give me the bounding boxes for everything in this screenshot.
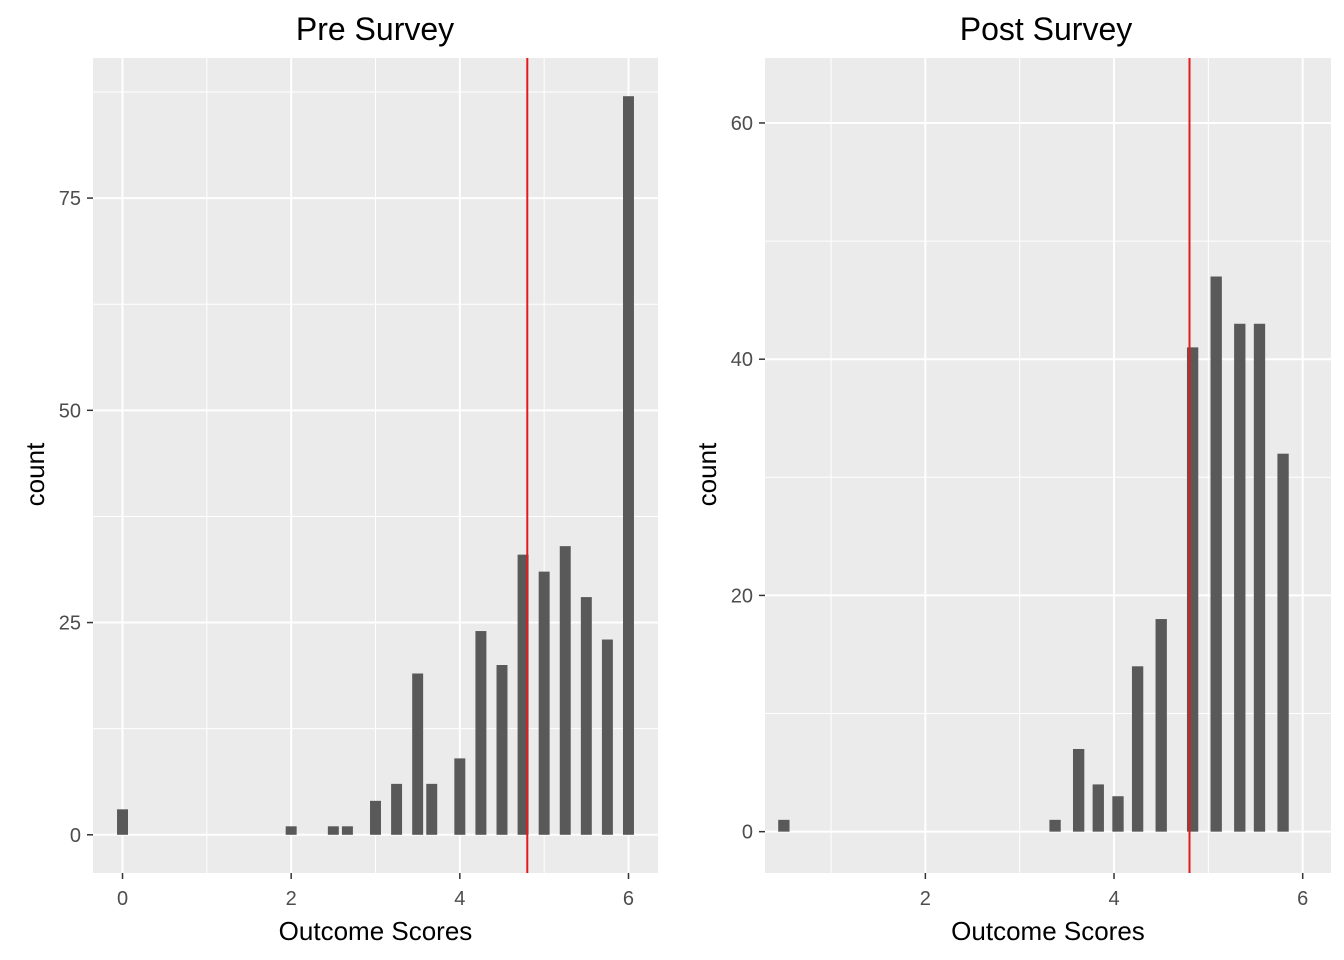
pre-bar [412, 673, 424, 835]
pre-bar [391, 783, 403, 835]
pre-y-tick-label: 50 [59, 400, 81, 422]
pre-bar [117, 809, 128, 835]
pre-x-tick-label: 4 [454, 888, 465, 910]
post-bar [1186, 347, 1199, 832]
pre-bar [327, 826, 339, 835]
post-plot-background [765, 58, 1331, 873]
post-bar [1210, 276, 1222, 832]
pre-bar [341, 826, 353, 835]
pre-bar [623, 96, 634, 835]
post-bar [1155, 619, 1167, 832]
post-bar [1277, 453, 1289, 832]
pre-bar [285, 826, 297, 835]
pre-x-tick-label: 6 [623, 888, 634, 910]
pre-bar [559, 546, 571, 835]
post-y-tick-label: 40 [731, 349, 753, 371]
post-bar [1131, 666, 1144, 832]
post-x-axis-title: Outcome Scores [951, 916, 1145, 946]
pre-bar [580, 597, 592, 835]
post-chart-title: Post Survey [960, 11, 1133, 47]
pre-survey-panel: 0 2 4 6 0 25 50 75 Pre Survey Outcome Scores count [20, 11, 658, 946]
pre-y-axis-title: count [20, 442, 50, 506]
pre-bar [517, 554, 529, 835]
pre-bar [538, 571, 550, 835]
post-bar [1253, 323, 1266, 832]
pre-y-tick-label: 75 [59, 188, 81, 210]
pre-bar [454, 758, 466, 835]
pre-x-axis-title: Outcome Scores [279, 916, 473, 946]
pre-chart-title: Pre Survey [296, 11, 454, 47]
post-bar [1112, 796, 1124, 832]
pre-x-tick-label: 2 [286, 888, 297, 910]
pre-bar [370, 800, 381, 835]
pre-bar [496, 665, 508, 835]
pre-bar [601, 639, 613, 835]
post-y-tick-label: 0 [742, 822, 753, 844]
pre-y-tick-label: 0 [70, 825, 81, 847]
post-x-tick-label: 2 [920, 888, 931, 910]
pre-bar [426, 783, 438, 835]
post-bar [1092, 784, 1104, 832]
post-bar [1049, 819, 1061, 832]
pre-y-tick-label: 25 [59, 613, 81, 635]
post-y-tick-label: 20 [731, 585, 753, 607]
post-x-tick-label: 6 [1297, 888, 1308, 910]
post-bar [1072, 748, 1085, 832]
post-y-axis-title: count [692, 442, 722, 506]
post-bar [1234, 323, 1246, 832]
post-x-tick-label: 4 [1108, 888, 1119, 910]
pre-x-tick-label: 0 [117, 888, 128, 910]
post-bar [778, 819, 790, 832]
pre-bar [475, 631, 487, 835]
post-y-tick-label: 60 [731, 113, 753, 135]
